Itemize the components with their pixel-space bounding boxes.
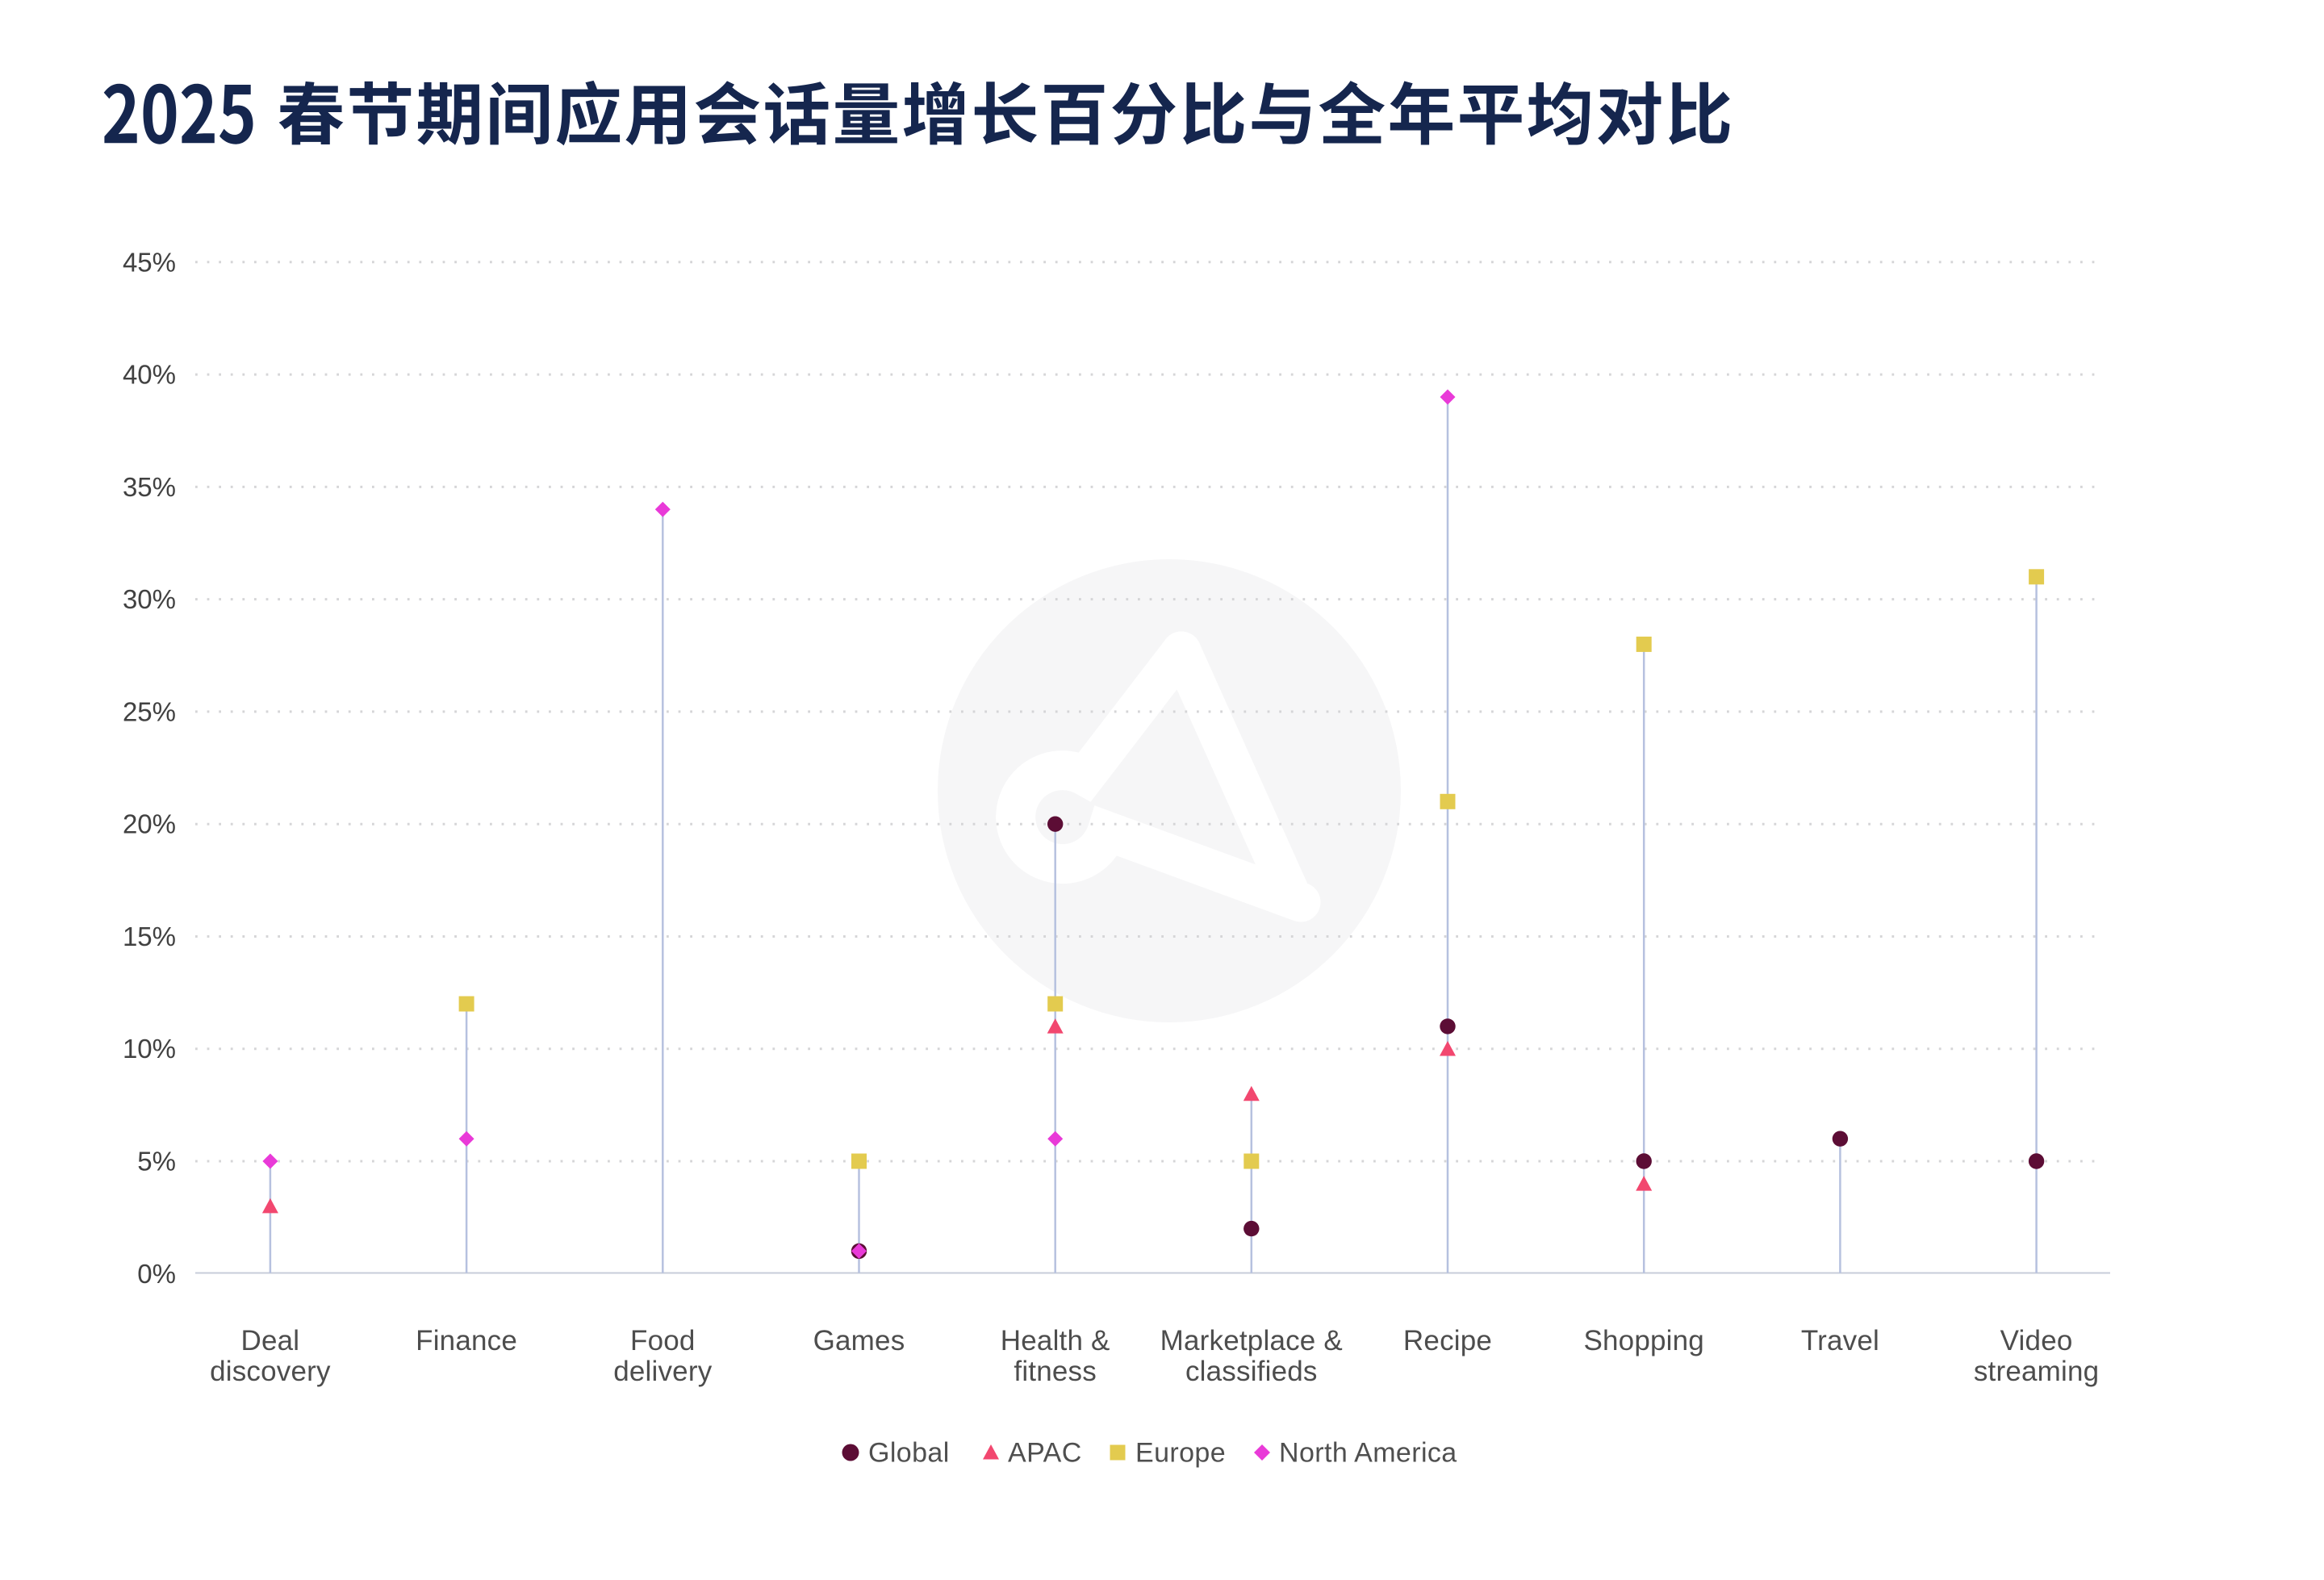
- svg-text:Travel: Travel: [1801, 1325, 1879, 1356]
- svg-text:45%: 45%: [123, 247, 176, 277]
- svg-text:delivery: delivery: [613, 1356, 713, 1387]
- svg-text:5%: 5%: [137, 1147, 176, 1177]
- svg-text:Food: Food: [630, 1325, 696, 1356]
- svg-text:streaming: streaming: [1974, 1356, 2099, 1387]
- svg-text:0%: 0%: [137, 1259, 176, 1289]
- svg-text:Europe: Europe: [1135, 1438, 1226, 1469]
- svg-text:fitness: fitness: [1014, 1356, 1097, 1387]
- svg-text:Finance: Finance: [416, 1325, 517, 1356]
- svg-text:Shopping: Shopping: [1583, 1325, 1704, 1356]
- svg-text:20%: 20%: [123, 809, 176, 839]
- svg-text:15%: 15%: [123, 922, 176, 951]
- svg-text:Global: Global: [868, 1438, 950, 1469]
- svg-text:Deal: Deal: [241, 1325, 300, 1356]
- svg-text:APAC: APAC: [1008, 1438, 1082, 1469]
- svg-text:North America: North America: [1279, 1438, 1457, 1469]
- svg-text:10%: 10%: [123, 1034, 176, 1064]
- svg-text:25%: 25%: [123, 696, 176, 726]
- svg-text:Marketplace &: Marketplace &: [1160, 1325, 1343, 1356]
- svg-text:Recipe: Recipe: [1403, 1325, 1492, 1356]
- svg-text:35%: 35%: [123, 472, 176, 502]
- svg-text:classifieds: classifieds: [1185, 1356, 1318, 1387]
- svg-text:30%: 30%: [123, 584, 176, 614]
- svg-text:discovery: discovery: [210, 1356, 331, 1387]
- svg-text:40%: 40%: [123, 360, 176, 390]
- svg-text:Games: Games: [813, 1325, 905, 1356]
- svg-text:Video: Video: [2000, 1325, 2073, 1356]
- svg-text:Health &: Health &: [1001, 1325, 1110, 1356]
